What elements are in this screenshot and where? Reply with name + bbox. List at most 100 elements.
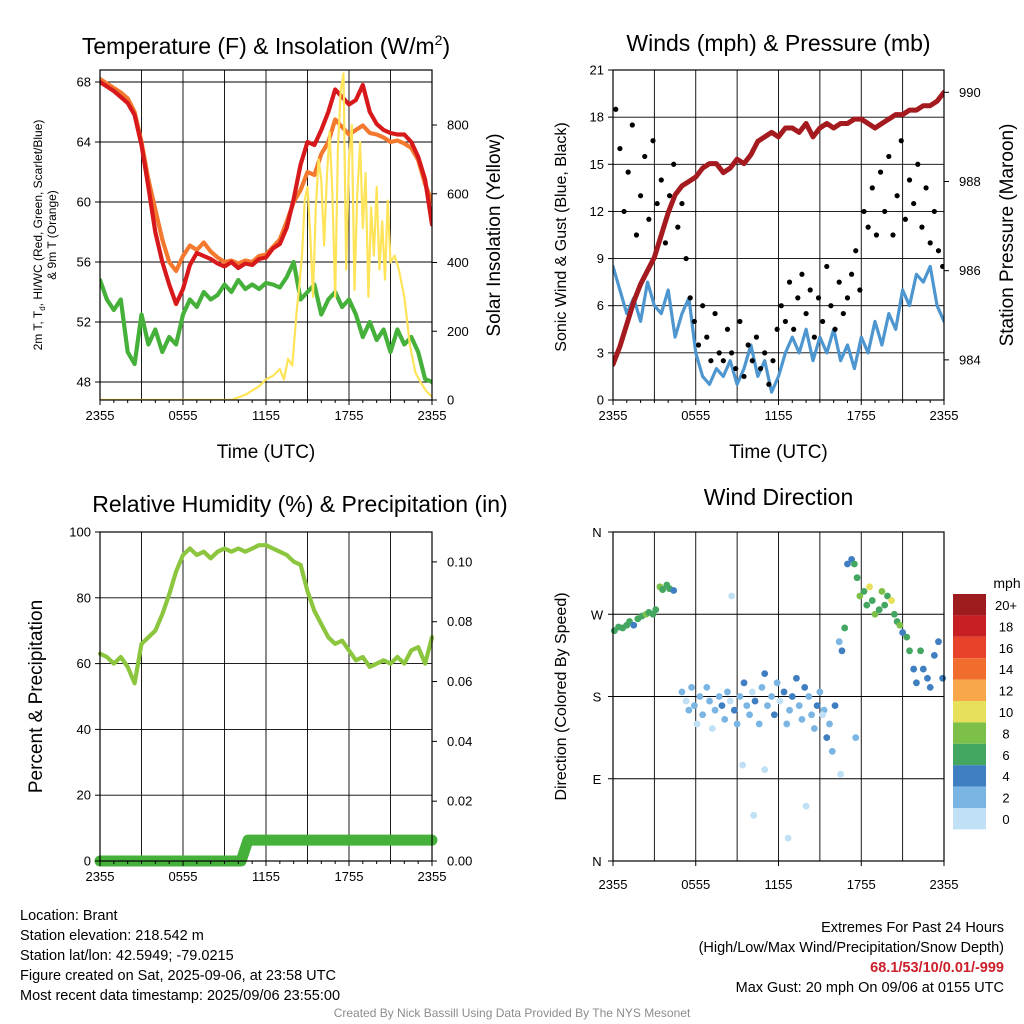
gust-point (633, 232, 640, 238)
gust-point (629, 122, 635, 128)
direction-point (786, 706, 793, 714)
direction-point (706, 697, 713, 705)
x-tick-label: 2355 (418, 408, 447, 423)
direction-point (685, 706, 693, 714)
direction-point (890, 610, 898, 618)
chart-panel-4: 2355 0555 1155 1755 2355 N E S W N Wind Direction D… (553, 484, 1021, 892)
gust-point (757, 365, 764, 372)
y-tick-label: 15 (590, 157, 604, 172)
extremes-title: Extremes For Past 24 Hours (821, 920, 1004, 936)
gust-point (753, 334, 760, 340)
chart-title-main: Temperature (F) & Insolation (W/m (82, 33, 435, 59)
direction-point (708, 725, 716, 732)
direction-point (802, 802, 810, 810)
chart-panel-1: 2355 0555 1155 1755 2355 48 52 56 60 64 68 0 200 400 6… (31, 32, 505, 463)
gust-point (741, 373, 747, 380)
extremes-info: Extremes For Past 24 Hours (High/Low/Max… (699, 918, 1004, 998)
x-tick-label: 0555 (681, 877, 710, 892)
legend-swatch (953, 786, 986, 808)
direction-point (805, 693, 813, 700)
direction-point (761, 766, 769, 774)
y2-tick-label: 800 (447, 118, 469, 133)
direction-point (758, 683, 766, 691)
direction-point (739, 761, 747, 769)
gust-point (940, 263, 944, 270)
gust-point (625, 169, 631, 175)
y-tick-label: 20 (77, 788, 91, 803)
x-tick-label: 2355 (599, 877, 628, 892)
y-tick-label: 48 (77, 375, 91, 390)
legend-label: 18 (999, 619, 1013, 634)
elevation-text: Station elevation: 218.542 m (20, 928, 204, 944)
gust-point (704, 334, 710, 340)
gust-point (662, 240, 669, 246)
y-axis-label-part: , HI/WC (Red, Green, Scarlet/Blue) (31, 120, 45, 307)
direction-point (670, 587, 678, 594)
y-tick-label: 56 (77, 255, 91, 270)
y-tick-label: 60 (77, 656, 91, 671)
x-tick-label: 1155 (765, 877, 793, 892)
direction-point (899, 629, 907, 636)
direction-point (852, 734, 860, 742)
y2-tick-label: 988 (959, 174, 981, 189)
gust-point (931, 208, 937, 215)
y2-tick-label: 990 (959, 85, 981, 100)
direction-point (819, 711, 827, 719)
direction-point (682, 697, 690, 705)
direction-point (630, 621, 638, 629)
direction-point (755, 720, 763, 728)
direction-point (863, 601, 871, 609)
legend-swatch (953, 658, 986, 680)
gust-point (675, 224, 681, 230)
x-tick-label: 0555 (681, 408, 710, 423)
y-tick-label: 6 (597, 298, 604, 313)
y2-tick-label: 0.02 (447, 794, 472, 809)
y-tick-label: S (593, 690, 602, 705)
series-line-rh (97, 543, 435, 686)
gust-point (882, 208, 888, 215)
legend-title: mph (993, 575, 1020, 591)
direction-point (910, 665, 918, 673)
y-axis-label-part: 2m T, T (31, 310, 45, 350)
direction-point (795, 702, 803, 710)
direction-point (884, 592, 891, 600)
gust-point (774, 326, 780, 332)
gust-point (919, 224, 925, 230)
gust-point (749, 358, 755, 364)
gust-point (791, 326, 797, 332)
x-tick-label: 2355 (418, 869, 447, 884)
x-tick-label: 1755 (335, 408, 364, 423)
direction-point (835, 638, 843, 646)
direction-point (926, 683, 934, 691)
x-tick-label: 1755 (847, 408, 876, 423)
plot-area (613, 89, 944, 394)
legend-swatch (953, 808, 986, 830)
direction-point (823, 734, 831, 742)
direction-point (696, 693, 704, 700)
plot-area (100, 72, 432, 400)
credit-text: Created By Nick Bassill Using Data Provi… (333, 1006, 691, 1020)
extremes-values: 68.1/53/10/0.01/-999 (870, 960, 1004, 976)
x-tick-label: 1755 (335, 869, 364, 884)
gust-point (650, 138, 656, 144)
y-tick-label: 18 (590, 110, 604, 125)
direction-point (881, 601, 889, 609)
y2-tick-label: 984 (959, 352, 981, 367)
direction-point (693, 720, 701, 728)
gust-point (877, 169, 884, 175)
speed-legend: mph 20+ 18 16 14 12 10 8 6 4 2 0 (953, 575, 1021, 830)
gust-point (671, 161, 677, 167)
created-text: Figure created on Sat, 2025-09-06, at 23… (20, 968, 336, 984)
gust-point (708, 358, 714, 364)
gust-point (902, 216, 908, 222)
direction-point (924, 674, 931, 682)
gust-point (886, 153, 892, 160)
gust-point (786, 279, 793, 285)
y-axis-label: 2m T, Td, HI/WC (Red, Green, Scarlet/Blu… (31, 120, 59, 351)
direction-point (860, 588, 868, 595)
direction-point (743, 702, 751, 710)
direction-point (906, 647, 913, 655)
gust-point (654, 200, 660, 207)
direction-point (726, 697, 734, 705)
y-axis-label-line1: 2m T, Td, HI/WC (Red, Green, Scarlet/Blu… (31, 120, 47, 351)
